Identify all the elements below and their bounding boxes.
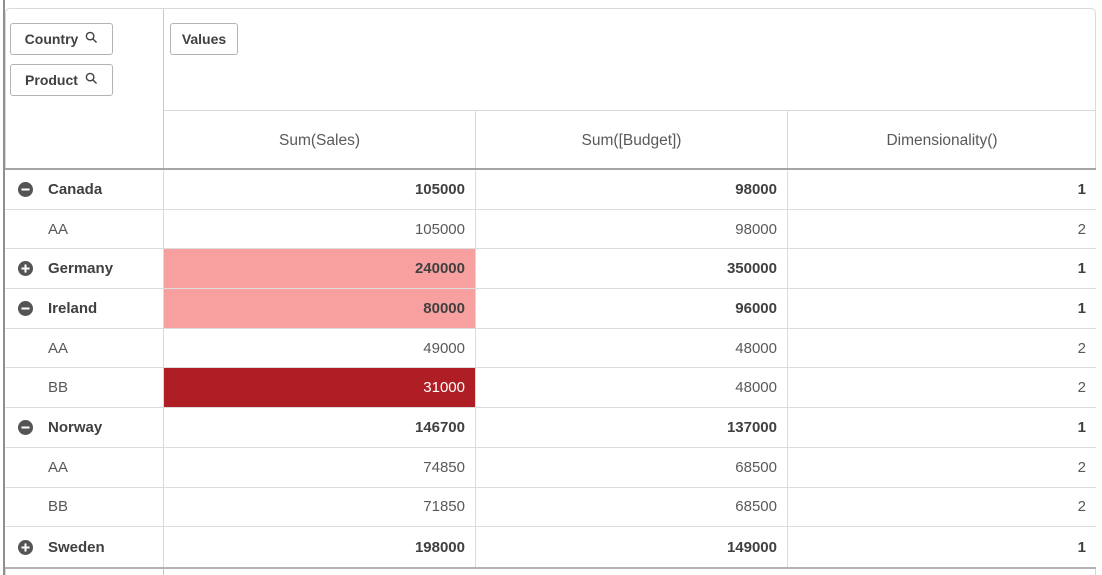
column-header-dimensionality: Dimensionality()	[886, 131, 998, 149]
row-label-cell[interactable]: Germany	[5, 249, 164, 289]
pivot-rows: Canada 105000 98000 1 AA 105000 98000 2 …	[5, 170, 1096, 567]
budget-cell: 68500	[476, 447, 788, 487]
pivot-row: BB 71850 68500 2	[5, 487, 1096, 528]
row-label-cell[interactable]: AA	[5, 328, 164, 368]
budget-cell: 68500	[476, 487, 788, 527]
row-label[interactable]: Canada	[48, 180, 103, 198]
row-label[interactable]: AA	[48, 458, 69, 476]
dimension-chip-label: Product	[25, 72, 78, 88]
budget-cell: 137000	[476, 408, 788, 447]
sales-cell: 105000	[164, 209, 476, 249]
collapse-icon[interactable]	[18, 300, 33, 316]
budget-cell: 350000	[476, 249, 788, 289]
dimensionality-cell: 1	[1077, 260, 1086, 278]
sales-cell: 74850	[164, 447, 476, 487]
dimensionality-cell: 1	[1077, 538, 1086, 556]
row-label[interactable]: Germany	[48, 260, 114, 278]
values-chip-label: Values	[181, 31, 227, 47]
row-label-cell[interactable]: Canada	[5, 170, 164, 209]
collapse-icon[interactable]	[18, 419, 33, 435]
sales-cell: 71850	[164, 487, 476, 527]
expand-icon[interactable]	[18, 261, 33, 277]
sales-cell: 240000	[164, 249, 476, 289]
row-label[interactable]: BB	[48, 498, 69, 516]
row-label-cell[interactable]: AA	[5, 447, 164, 487]
column-header-sum-budget: Sum([Budget])	[476, 111, 788, 170]
search-icon[interactable]	[85, 72, 98, 88]
row-label-cell[interactable]: AA	[5, 209, 164, 249]
dimensionality-cell: 2	[1077, 379, 1086, 397]
dimensionality-cell: 2	[1077, 339, 1086, 357]
dimension-chip-country[interactable]: Country	[10, 23, 113, 55]
dimensionality-cell: 2	[1077, 220, 1086, 238]
table-bottom-border	[5, 567, 1096, 569]
measure-header-row: Sum(Sales) Sum([Budget]) Dimensionality(…	[164, 110, 1096, 170]
budget-cell: 96000	[476, 289, 788, 328]
pane-left-edge	[3, 0, 5, 575]
row-label-cell[interactable]: BB	[5, 487, 164, 527]
pivot-row: Norway 146700 137000 1	[5, 408, 1096, 448]
header-divider	[5, 168, 1096, 170]
row-label[interactable]: BB	[48, 379, 69, 397]
row-label-cell[interactable]: Sweden	[5, 527, 164, 567]
row-label[interactable]: AA	[48, 339, 69, 357]
row-label-cell[interactable]: Ireland	[5, 289, 164, 328]
pivot-row: AA 105000 98000 2	[5, 209, 1096, 250]
pivot-row: BB 31000 48000 2	[5, 368, 1096, 409]
row-label-cell[interactable]: Norway	[5, 408, 164, 447]
sales-cell: 80000	[164, 289, 476, 328]
column-header-sum-sales: Sum(Sales)	[164, 111, 476, 170]
sales-cell: 105000	[164, 170, 476, 209]
dimensionality-cell: 2	[1077, 498, 1086, 516]
collapse-icon[interactable]	[18, 181, 33, 197]
budget-cell: 48000	[476, 328, 788, 368]
dimension-chip-label: Country	[24, 31, 79, 47]
dimensionality-cell: 2	[1077, 458, 1086, 476]
row-label[interactable]: Ireland	[48, 299, 98, 317]
pivot-row: AA 74850 68500 2	[5, 447, 1096, 488]
sales-cell: 49000	[164, 328, 476, 368]
row-label[interactable]: AA	[48, 220, 69, 238]
row-label[interactable]: Sweden	[48, 538, 105, 556]
dimensionality-cell: 1	[1077, 418, 1086, 436]
sales-cell: 31000	[164, 368, 476, 408]
pivot-row: Germany 240000 350000 1	[5, 249, 1096, 290]
dimensionality-cell: 1	[1077, 299, 1086, 317]
values-chip[interactable]: Values	[170, 23, 238, 55]
budget-cell: 149000	[476, 527, 788, 567]
budget-cell: 98000	[476, 209, 788, 249]
row-label[interactable]: Norway	[48, 418, 103, 436]
pivot-row: Canada 105000 98000 1	[5, 170, 1096, 210]
dimension-chip-product[interactable]: Product	[10, 64, 113, 96]
budget-cell: 98000	[476, 170, 788, 209]
sales-cell: 198000	[164, 527, 476, 567]
pivot-row: AA 49000 48000 2	[5, 328, 1096, 369]
sales-cell: 146700	[164, 408, 476, 447]
pivot-row: Ireland 80000 96000 1	[5, 289, 1096, 329]
dimensionality-cell: 1	[1077, 180, 1086, 198]
pivot-row: Sweden 198000 149000 1	[5, 527, 1096, 567]
budget-cell: 48000	[476, 368, 788, 408]
row-label-cell[interactable]: BB	[5, 368, 164, 408]
search-icon[interactable]	[85, 31, 98, 47]
expand-icon[interactable]	[18, 539, 33, 555]
